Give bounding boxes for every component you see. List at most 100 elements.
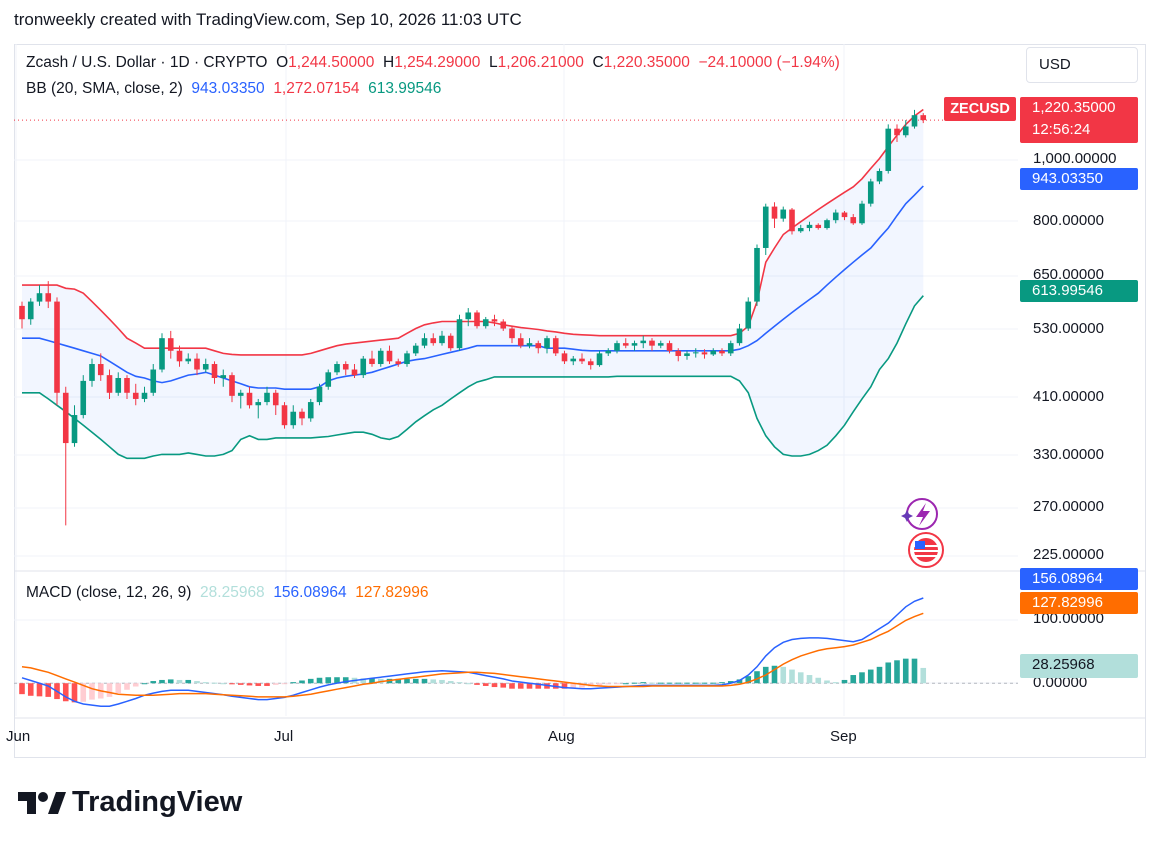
- candle-body: [246, 392, 253, 406]
- candle: [255, 398, 262, 419]
- lightning-icon[interactable]: [901, 498, 938, 530]
- time-label-jul: Jul: [274, 728, 294, 745]
- hist-bar: [867, 669, 874, 684]
- candle: [649, 338, 655, 351]
- candle-body: [202, 364, 209, 370]
- candle-body: [264, 392, 270, 403]
- hist-bar: [430, 679, 437, 684]
- hist-bar: [456, 682, 463, 684]
- last-price-tag: 1,220.35000 12:56:24: [1020, 97, 1138, 143]
- macd-label-0: 0.00000: [1033, 674, 1088, 691]
- candle: [185, 353, 192, 365]
- candle: [526, 338, 533, 349]
- candle: [465, 308, 472, 327]
- candle-body: [456, 319, 463, 349]
- candle-body: [351, 369, 358, 376]
- candle-body: [421, 338, 428, 346]
- price-label-530: 530.00000: [1033, 320, 1104, 337]
- candle: [710, 348, 717, 356]
- candle-body: [754, 247, 760, 302]
- macd-indicator-label[interactable]: MACD (close, 12, 26, 9): [26, 584, 192, 601]
- chart-frame: [14, 44, 1146, 758]
- candle: [386, 345, 393, 365]
- candle-body: [27, 301, 34, 320]
- candle-body: [132, 392, 139, 399]
- hist-bar: [517, 683, 524, 689]
- candle-body: [360, 358, 367, 376]
- hist-bar: [474, 683, 480, 685]
- bb-basis-value: 943.03350: [191, 80, 265, 97]
- hist-bar: [439, 679, 445, 684]
- candle-body: [526, 343, 533, 346]
- candle-body: [430, 338, 437, 344]
- candle: [579, 353, 585, 365]
- candle: [369, 350, 375, 367]
- currency-button[interactable]: USD: [1026, 47, 1138, 83]
- hist-bar: [657, 682, 664, 684]
- hist-bar: [841, 679, 848, 684]
- candle-body: [281, 405, 288, 426]
- candle-body: [45, 293, 52, 302]
- candle-body: [876, 170, 883, 182]
- candle-body: [89, 364, 95, 381]
- candle: [745, 297, 752, 331]
- hist-bar: [299, 680, 305, 684]
- candle-body: [797, 228, 804, 232]
- candle-body: [701, 352, 708, 355]
- hist-bar: [71, 683, 78, 703]
- candle-body: [80, 380, 87, 416]
- hist-bar: [229, 683, 235, 685]
- hist-bar: [526, 683, 533, 689]
- candle-body: [596, 353, 603, 366]
- candle-body: [185, 358, 192, 362]
- symbol-name[interactable]: Zcash / U.S. Dollar · 1D · CRYPTO: [26, 54, 268, 71]
- hist-bar: [876, 666, 883, 684]
- candle: [439, 330, 445, 346]
- hist-bar: [421, 678, 428, 684]
- candle-body: [824, 220, 830, 229]
- candle: [570, 355, 577, 366]
- hist-bar: [334, 677, 340, 684]
- hist-bar: [27, 683, 34, 696]
- candle: [867, 178, 874, 207]
- candle-body: [789, 209, 795, 232]
- tradingview-logo[interactable]: TradingView: [18, 786, 242, 819]
- candle-body: [894, 128, 900, 136]
- hist-bar: [447, 681, 454, 684]
- candle-body: [815, 224, 822, 229]
- candle: [124, 375, 130, 399]
- candle-body: [859, 203, 865, 224]
- candle: [614, 340, 620, 354]
- candle: [150, 364, 157, 396]
- candle-body: [255, 402, 262, 406]
- candle-body: [902, 126, 909, 136]
- hist-bar: [255, 683, 262, 686]
- bb-indicator-label[interactable]: BB (20, SMA, close, 2): [26, 80, 183, 97]
- candle-body: [412, 345, 419, 354]
- us-flag-icon[interactable]: [908, 532, 944, 568]
- candle: [815, 223, 822, 230]
- candle: [509, 326, 515, 344]
- hist-bar: [342, 677, 349, 684]
- hist-bar: [19, 683, 25, 695]
- grid-lines: [14, 44, 1018, 716]
- candle: [45, 281, 52, 309]
- signal-line: [21, 612, 924, 698]
- candle-body: [299, 411, 305, 419]
- candle-body: [71, 415, 78, 444]
- bb-basis-line: [22, 185, 924, 390]
- hist-bar: [754, 671, 760, 684]
- candle-body: [439, 335, 445, 344]
- candle-body: [806, 224, 813, 229]
- candle: [351, 364, 358, 378]
- candle: [640, 335, 647, 349]
- candle: [491, 314, 498, 327]
- candle: [789, 208, 795, 235]
- candle-body: [482, 319, 489, 327]
- candle-body: [491, 319, 498, 322]
- candle: [517, 333, 524, 349]
- candle-body: [544, 338, 550, 349]
- candle-body: [404, 353, 410, 365]
- candlesticks: [19, 109, 927, 526]
